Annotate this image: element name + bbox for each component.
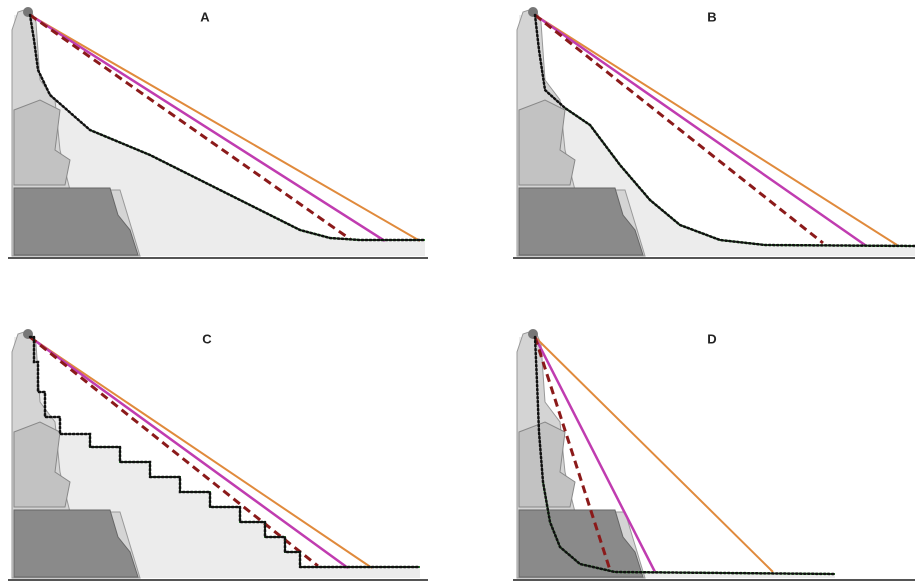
panel-label: C — [202, 331, 212, 346]
rock-layer — [519, 422, 575, 507]
panel: A — [8, 7, 428, 258]
panel: D — [513, 329, 915, 580]
page: ABCD (() => { const data = JSON.parse(do… — [0, 0, 915, 584]
panel: B — [513, 7, 915, 258]
panel-label: D — [707, 331, 716, 346]
panel-label: B — [707, 9, 716, 24]
figure: A B C D — [0, 0, 915, 584]
panel: C — [8, 329, 428, 580]
panel-label: A — [200, 9, 210, 24]
